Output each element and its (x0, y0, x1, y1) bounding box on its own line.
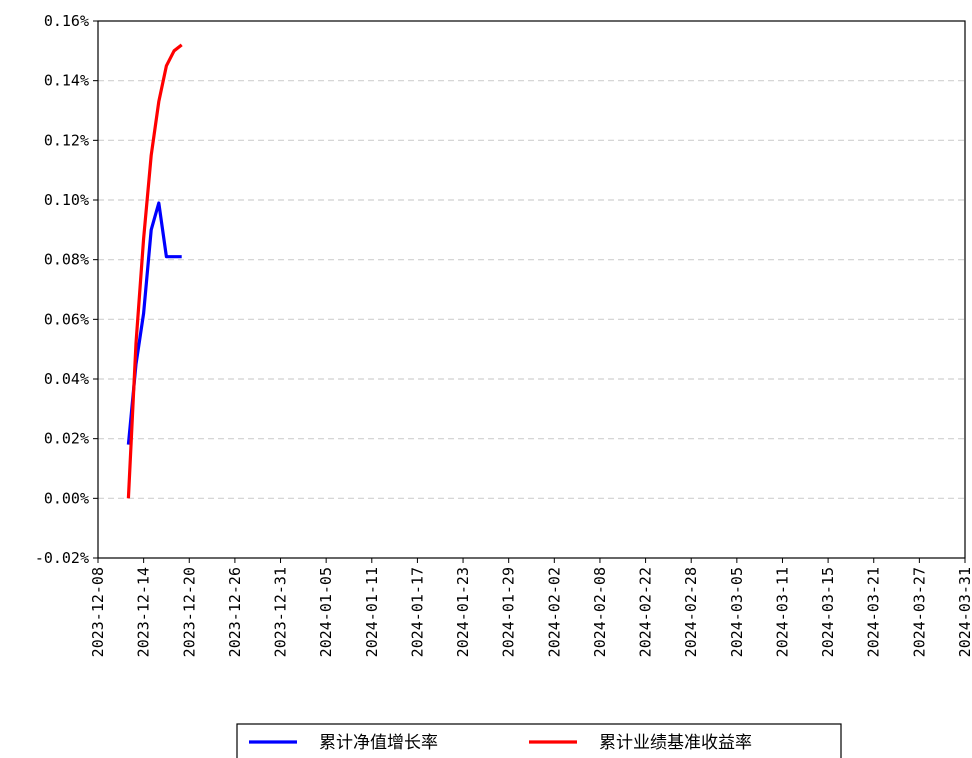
x-tick-label: 2023-12-08 (89, 567, 107, 657)
x-tick-label: 2024-01-11 (363, 567, 381, 657)
x-tick-label: 2024-03-05 (728, 567, 746, 657)
x-tick-label: 2024-03-11 (773, 567, 791, 657)
x-tick-label: 2023-12-26 (226, 567, 244, 657)
axes: -0.02% 0.00% 0.02% 0.04% 0.06% 0.08% 0.10% 0.12… (35, 12, 972, 657)
y-tick-label: 0.10% (44, 191, 89, 209)
x-tick-label: 2024-03-21 (865, 567, 883, 657)
x-tick-label: 2024-02-22 (637, 567, 655, 657)
x-tick-label: 2023-12-14 (135, 567, 153, 657)
x-tick-label: 2024-01-29 (500, 567, 518, 657)
y-tick-label: 0.02% (44, 430, 89, 448)
y-tick-label: -0.02% (35, 549, 89, 567)
legend-label: 累计业绩基准收益率 (599, 733, 752, 753)
x-tick-label: 2024-03-15 (819, 567, 837, 657)
grid-lines (98, 80, 965, 499)
x-tick-label: 2023-12-31 (272, 567, 290, 657)
y-tick-label: 0.04% (44, 370, 89, 388)
series-line-1 (126, 201, 182, 445)
y-tick-label: 0.00% (44, 489, 89, 507)
x-tick-label: 2024-02-02 (545, 567, 563, 657)
y-tick-label: 0.12% (44, 131, 89, 149)
x-tick-label: 2024-03-27 (910, 567, 928, 657)
y-tick-label: 0.06% (44, 310, 89, 328)
y-tick-label: 0.08% (44, 251, 89, 269)
y-tick-label: 0.14% (44, 72, 89, 90)
series-lines (126, 43, 183, 499)
x-tick-label: 2024-01-23 (454, 567, 472, 657)
x-tick-label: 2023-12-20 (180, 567, 198, 657)
legend-label: 累计净值增长率 (319, 733, 438, 753)
plot-frame (97, 20, 966, 559)
x-tick-label: 2024-02-28 (682, 567, 700, 657)
x-tick-label: 2024-01-17 (408, 567, 426, 657)
legend: 累计净值增长率 累计业绩基准收益率 (236, 723, 842, 758)
y-tick-label: 0.16% (44, 12, 89, 30)
x-tick-label: 2024-03-31 (956, 567, 972, 657)
x-tick-label: 2024-02-08 (591, 567, 609, 657)
series-line-2 (126, 43, 183, 499)
x-tick-label: 2024-01-05 (317, 567, 335, 657)
